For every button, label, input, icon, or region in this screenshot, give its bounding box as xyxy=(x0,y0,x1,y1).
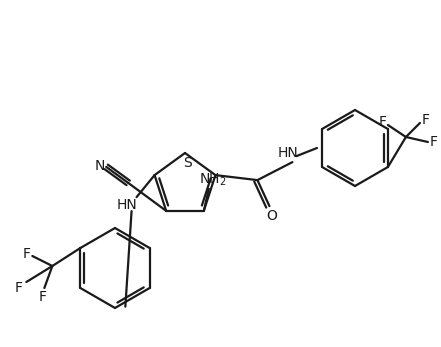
Text: S: S xyxy=(183,156,191,170)
Text: F: F xyxy=(15,281,22,295)
Text: F: F xyxy=(379,115,387,129)
Text: O: O xyxy=(266,209,277,223)
Text: HN: HN xyxy=(278,146,299,160)
Text: HN: HN xyxy=(116,198,137,212)
Text: F: F xyxy=(38,290,46,304)
Text: F: F xyxy=(430,135,438,149)
Text: F: F xyxy=(22,247,30,261)
Text: N: N xyxy=(95,159,105,173)
Text: F: F xyxy=(422,113,430,127)
Text: NH$_2$: NH$_2$ xyxy=(199,172,227,188)
